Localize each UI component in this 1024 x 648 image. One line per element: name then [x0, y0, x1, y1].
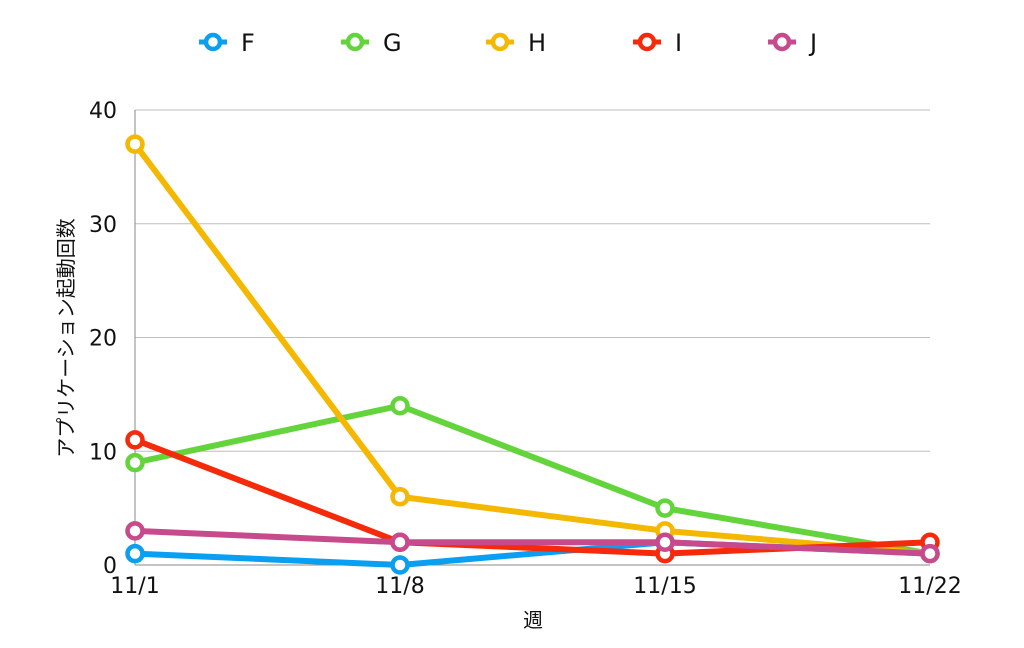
- y-axis-title: アプリケーション起動回数: [54, 218, 78, 458]
- legend-label: H: [528, 29, 546, 57]
- x-tick-label: 11/15: [633, 574, 696, 599]
- legend-swatch-marker: [345, 32, 365, 52]
- data-point-j: [920, 543, 940, 564]
- series-line-g: [132, 402, 933, 557]
- data-point-h: [125, 134, 145, 154]
- series-line-j: [132, 527, 933, 557]
- legend-item-g: G: [341, 29, 402, 57]
- data-point-g: [390, 396, 410, 416]
- y-tick-label: 30: [89, 213, 117, 238]
- legend: F G H I J: [199, 29, 817, 57]
- series-j: [125, 521, 940, 564]
- series-line-h: [132, 141, 933, 557]
- data-point-g: [125, 452, 145, 473]
- legend-label: I: [675, 29, 682, 57]
- data-point-h: [390, 487, 410, 507]
- data-point-f: [125, 543, 145, 564]
- x-tick-label: 11/8: [375, 574, 424, 599]
- legend-item-f: F: [199, 29, 255, 57]
- y-tick-label: 10: [89, 440, 117, 465]
- series-g: [125, 396, 940, 564]
- legend-item-h: H: [486, 29, 546, 57]
- series-lines: [125, 134, 940, 575]
- x-axis-title: 週: [523, 608, 543, 632]
- legend-label: F: [241, 29, 255, 57]
- y-tick-label: 20: [89, 327, 117, 352]
- legend-swatch-marker: [637, 32, 657, 52]
- x-tick-label: 11/1: [110, 574, 159, 599]
- legend-label: G: [383, 29, 402, 57]
- data-point-j: [390, 532, 410, 552]
- legend-label: J: [808, 29, 817, 57]
- data-point-f: [390, 555, 410, 575]
- gridlines: [135, 109, 930, 452]
- legend-item-j: J: [768, 29, 817, 57]
- series-h: [125, 134, 940, 564]
- legend-swatch-marker: [490, 32, 510, 52]
- data-point-j: [655, 532, 675, 552]
- axes: 0 10 20 30 40 11/1 11/8 11/15 11/22: [89, 99, 962, 599]
- data-point-g: [655, 498, 675, 518]
- x-tick-label: 11/22: [898, 574, 961, 599]
- legend-item-i: I: [633, 29, 682, 57]
- y-tick-label: 0: [103, 554, 117, 579]
- data-point-j: [125, 521, 145, 541]
- data-point-i: [125, 430, 145, 450]
- y-tick-label: 40: [89, 99, 117, 124]
- legend-swatch-marker: [203, 32, 223, 52]
- legend-swatch-marker: [772, 32, 792, 52]
